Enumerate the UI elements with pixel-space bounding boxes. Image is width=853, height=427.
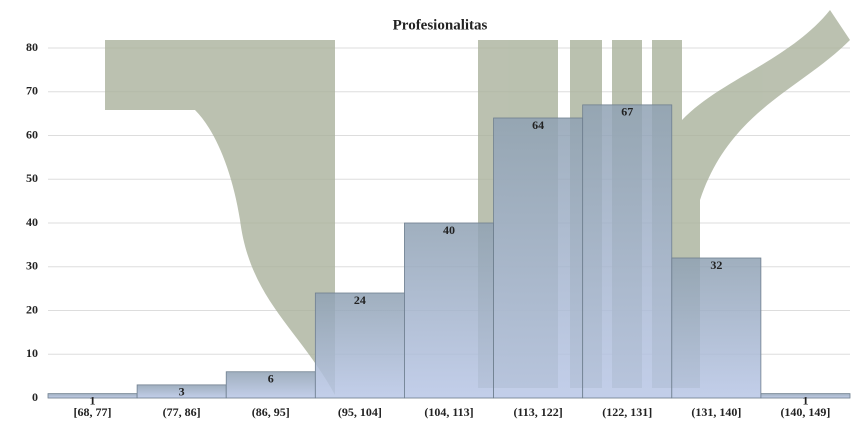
y-tick-label: 20 [26,302,38,316]
data-label: 1 [802,393,808,407]
x-tick-label: (86, 95] [252,405,290,419]
y-tick-label: 60 [26,127,38,141]
data-label: 6 [268,372,274,386]
x-tick-label: (104, 113] [424,405,473,419]
data-label: 40 [443,223,455,237]
y-tick-label: 70 [26,84,38,98]
x-tick-label: (95, 104] [338,405,382,419]
bar [493,117,584,399]
y-tick-label: 50 [26,171,38,185]
bar [760,393,851,399]
bar [404,222,494,399]
data-label: 67 [621,105,633,119]
y-tick-label: 30 [26,259,38,273]
x-tick-label: (77, 86] [163,405,201,419]
x-tick-label: [68, 77] [74,405,112,419]
y-tick-label: 80 [26,40,38,54]
bar [314,292,405,399]
data-label: 32 [710,258,722,272]
data-label: 64 [532,118,544,132]
watermark-shape [682,10,850,388]
chart-title: Profesionalitas [393,17,488,33]
x-tick-label: (122, 131] [602,405,652,419]
x-tick-label: (131, 140] [691,405,741,419]
x-tick-label: (113, 122] [513,405,562,419]
data-label: 24 [354,293,366,307]
data-label: 1 [90,393,96,407]
y-tick-label: 10 [26,346,38,360]
bar [582,104,673,399]
data-label: 3 [179,385,185,399]
y-tick-label: 0 [32,390,38,404]
bar [225,371,316,399]
bar [671,257,762,399]
watermark-shape [105,40,335,395]
x-tick-label: (140, 149] [780,405,830,419]
y-tick-label: 40 [26,215,38,229]
bars [47,104,851,399]
